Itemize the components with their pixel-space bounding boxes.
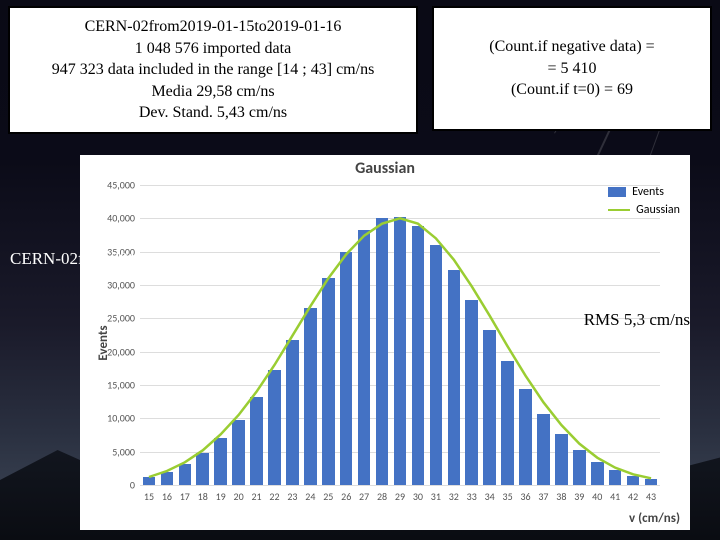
chart-ytick: 20,000 [90,345,135,358]
chart-xtick: 31 [431,490,441,503]
chart-xtick: 21 [251,490,261,503]
chart-xtick: 16 [162,490,172,503]
chart-ytick: 0 [90,479,135,492]
chart-xtick: 29 [395,490,405,503]
chart-xtick: 19 [216,490,226,503]
chart-ytick: 15,000 [90,379,135,392]
note-rms: RMS 5,3 cm/ns [584,310,690,330]
chart-xtick: 37 [538,490,548,503]
chart-xlabel: v (cm/ns) [629,511,680,526]
info-line: Media 29,58 cm/ns [22,81,404,103]
chart-xtick: 22 [269,490,279,503]
chart-xtick: 32 [449,490,459,503]
chart-xtick: 33 [467,490,477,503]
chart-ytick: 45,000 [90,179,135,192]
info-box-right: (Count.if negative data) = = 5 410 (Coun… [432,6,712,131]
chart-ytick: 10,000 [90,412,135,425]
info-line: (Count.if t=0) = 69 [446,79,698,101]
chart-xtick: 41 [610,490,620,503]
note-similar-results: Similar results CERN-02from2019-01-17to2… [10,225,283,271]
chart-xtick: 26 [341,490,351,503]
info-line: CERN-02from2019-01-15to2019-01-16 [22,16,404,38]
info-box-left: CERN-02from2019-01-15to2019-01-16 1 048 … [8,6,418,134]
chart-container: Gaussian Events v (cm/ns) Events Gaussia… [80,155,690,530]
chart-xtick: 39 [574,490,584,503]
chart-xtick: 36 [520,490,530,503]
info-line: = 5 410 [446,58,698,80]
chart-ytick: 40,000 [90,212,135,225]
chart-xtick: 38 [556,490,566,503]
chart-ytick: 30,000 [90,279,135,292]
chart-xtick: 34 [485,490,495,503]
info-line: 947 323 data included in the range [14 ;… [22,59,404,81]
chart-xtick: 18 [198,490,208,503]
chart-gridline [140,485,660,486]
note-line: CERN-02from2019-01-17to2019-01-18 [10,248,283,271]
chart-xtick: 23 [287,490,297,503]
chart-xtick: 43 [646,490,656,503]
chart-xtick: 42 [628,490,638,503]
chart-ytick: 5,000 [90,445,135,458]
chart-xtick: 27 [359,490,369,503]
chart-xtick: 30 [413,490,423,503]
chart-xtick: 28 [377,490,387,503]
chart-xtick: 20 [234,490,244,503]
chart-title: Gaussian [80,155,690,178]
chart-xtick: 40 [592,490,602,503]
info-line: 1 048 576 imported data [22,38,404,60]
chart-ytick: 25,000 [90,312,135,325]
chart-xtick: 15 [144,490,154,503]
info-line: Dev. Stand. 5,43 cm/ns [22,102,404,124]
chart-xtick: 35 [503,490,513,503]
note-line: Similar results [10,225,283,248]
chart-xtick: 25 [323,490,333,503]
chart-xtick: 24 [305,490,315,503]
chart-xtick: 17 [180,490,190,503]
info-line: (Count.if negative data) = [446,36,698,58]
